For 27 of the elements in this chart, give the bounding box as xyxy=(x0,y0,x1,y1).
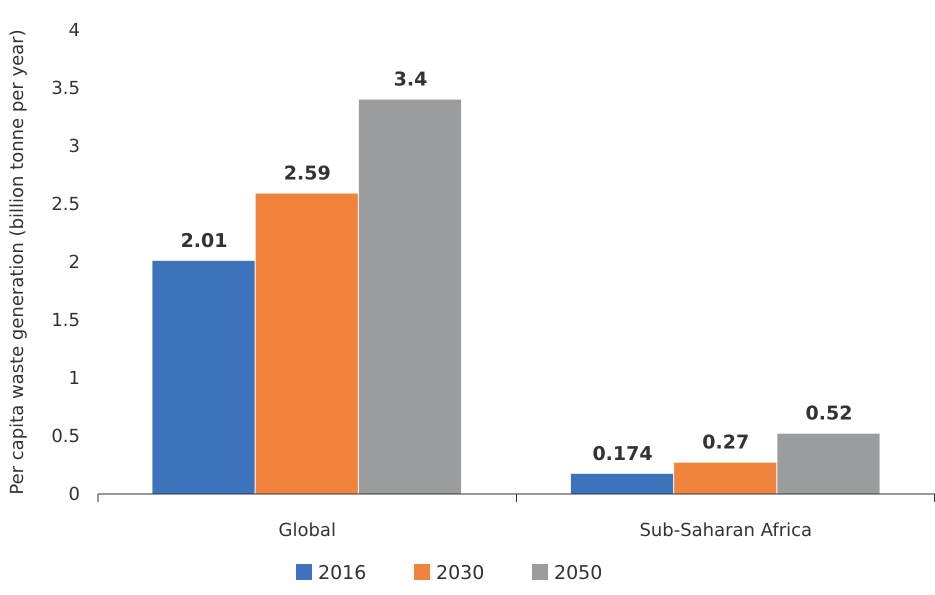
bar xyxy=(152,260,255,494)
legend-label: 2016 xyxy=(318,562,366,584)
bar xyxy=(570,474,674,494)
x-tick-label: Global xyxy=(278,520,336,541)
y-tick-label: 3 xyxy=(68,136,80,157)
y-tick-label: 3.5 xyxy=(51,78,80,99)
y-tick-label: 1.5 xyxy=(51,310,80,331)
legend-label: 2050 xyxy=(554,562,602,584)
y-tick-label: 2 xyxy=(68,252,80,273)
bar xyxy=(256,194,358,494)
y-tick-label: 0.5 xyxy=(51,426,80,447)
y-tick-label: 4 xyxy=(68,20,80,41)
bar xyxy=(674,462,776,494)
y-tick-label: 2.5 xyxy=(51,194,80,215)
x-tick-label: Sub-Saharan Africa xyxy=(639,520,812,541)
data-label: 0.27 xyxy=(702,432,750,454)
y-axis-title: Per capita waste generation (billion tonne per year) xyxy=(7,29,28,495)
data-label: 2.01 xyxy=(180,230,228,252)
y-tick-label: 0 xyxy=(68,484,80,505)
data-label: 0.52 xyxy=(806,402,852,425)
bar xyxy=(358,100,462,494)
data-label: 0.174 xyxy=(592,442,653,465)
legend-label: 2030 xyxy=(436,562,484,584)
y-tick-label: 1 xyxy=(68,368,80,389)
bar xyxy=(777,434,880,494)
data-label: 2.59 xyxy=(284,162,331,185)
data-label: 3.4 xyxy=(394,68,428,91)
